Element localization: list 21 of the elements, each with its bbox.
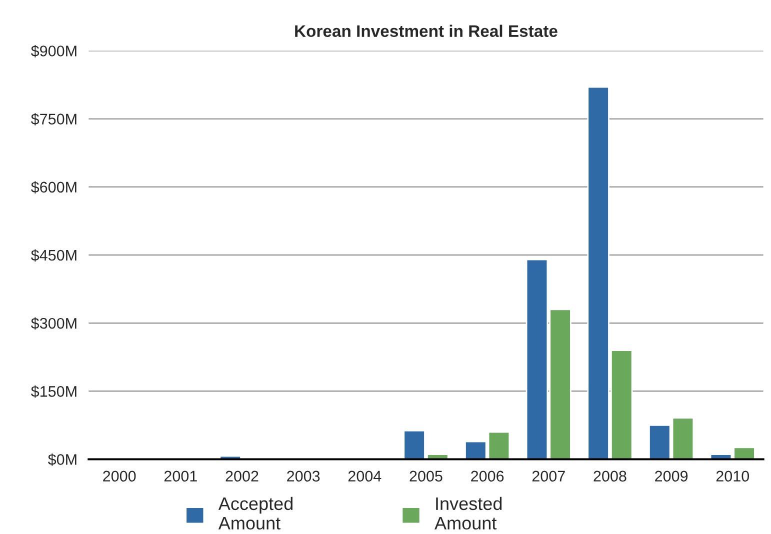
x-tick-label: 2000 [103, 470, 136, 482]
y-tick-label: $0M [48, 453, 76, 466]
y-tick-label: $150M [31, 385, 76, 398]
y-tick-label: $900M [31, 44, 76, 58]
y-tick-label: $300M [31, 317, 76, 330]
y-tick-label: $450M [31, 249, 76, 262]
x-tick-label: 2004 [348, 470, 382, 482]
x-tick-label: 2002 [226, 470, 258, 482]
x-tick-label: 2010 [716, 470, 750, 482]
x-tick-label: 2003 [287, 470, 320, 482]
y-tick-label: $750M [31, 113, 76, 126]
legend-label: Invested Amount [434, 496, 502, 530]
x-tick-label: 2009 [655, 470, 688, 482]
x-tick-label: 2001 [164, 470, 197, 482]
x-tick-label: 2006 [471, 470, 504, 482]
legend-label: Accepted Amount [218, 496, 292, 530]
chart-title: Korean Investment in Real Estate [295, 24, 558, 38]
x-tick-label: 2008 [594, 470, 626, 482]
x-tick-label: 2007 [532, 470, 565, 482]
x-tick-label: 2005 [410, 470, 442, 482]
y-tick-label: $600M [31, 181, 76, 194]
